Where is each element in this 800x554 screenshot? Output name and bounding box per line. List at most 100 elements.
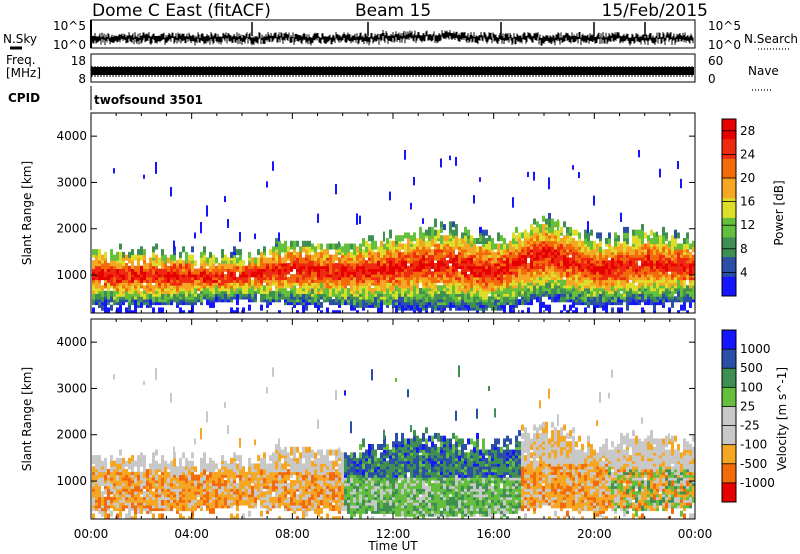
power-ytick-label: 2000 [56,222,87,236]
power-cell-sparse [173,240,175,251]
power-cell [662,235,665,242]
power-cell [542,229,545,236]
power-cell [215,296,218,303]
power-cell [305,240,308,247]
power-cell [170,265,173,272]
power-cell [209,301,212,308]
power-cell [605,238,608,244]
power-cell [473,243,476,250]
power-cell [551,296,554,303]
power-cell [440,221,443,228]
velocity-cell [101,491,104,498]
power-cell [173,254,176,261]
power-cell [584,263,587,269]
power-cell [479,235,482,242]
power-cell [119,304,122,311]
power-cell [476,238,479,244]
power-cell [683,304,686,311]
power-cell [251,257,254,264]
power-cell [431,226,434,233]
power-cell [515,235,518,242]
power-cell [182,260,185,267]
power-cell [584,229,587,236]
power-cell [359,274,362,281]
power-cell [548,304,551,311]
power-cell [404,243,407,250]
power-cell [350,243,353,250]
power-cell [308,240,311,247]
velocity-cell [110,471,113,478]
power-cell [635,240,638,247]
power-cell [392,257,395,264]
power-cell [614,232,617,239]
power-cell [107,293,110,300]
power-cell [515,288,518,294]
power-cell [161,271,164,278]
nsearch-label: N.Search [744,32,798,46]
power-cell [179,299,182,306]
power-cell [329,254,332,261]
power-cell [296,310,299,313]
power-cell [692,254,695,261]
power-cell [128,257,131,264]
power-cell [614,249,617,256]
power-cell-sparse [656,231,658,237]
power-cell [470,274,473,281]
power-cell [305,249,308,256]
power-cell [404,232,407,239]
power-cell [143,285,146,292]
power-cell [653,282,656,289]
velocity-cell [92,455,95,462]
power-cell [137,249,140,256]
power-cell [263,285,266,292]
power-cell [305,263,308,269]
power-cell [317,243,320,250]
power-cell [575,240,578,247]
power-cell [194,260,197,267]
power-axes: 1000 2000 3000 4000 [56,113,696,313]
power-cell [128,310,131,313]
power-heatmap [92,149,695,313]
power-cell [674,276,677,283]
power-cell [524,293,527,300]
power-cell [194,279,197,286]
power-cell [650,238,653,244]
velocity-cell [98,455,101,462]
power-cell [311,282,314,289]
power-cell [143,249,146,256]
power-cell [287,251,290,258]
power-cell [518,232,521,239]
power-cell [119,243,122,250]
chart-title: Dome C East (fitACF) [92,1,271,21]
power-cell [221,290,224,297]
power-cell [413,251,416,258]
power-cell [470,290,473,297]
power-cell [377,307,380,313]
power-cell [254,257,257,264]
power-cell [305,304,308,311]
power-cell [227,276,230,283]
power-cell [401,276,404,283]
power-cell [503,299,506,306]
power-cell [467,274,470,281]
power-cell [542,224,545,231]
power-cell [611,285,614,292]
power-cell [488,240,491,247]
power-cell [206,257,209,264]
power-cell [359,299,362,306]
power-cell-sparse [266,181,268,188]
power-cell [605,304,608,311]
power-cell [527,263,530,269]
power-cell [677,243,680,250]
power-cell [491,238,494,244]
power-cell [680,268,683,275]
power-cell [452,257,455,264]
power-cell [482,235,485,242]
power-cell [641,224,644,231]
power-cell [272,246,275,253]
power-cell [542,301,545,308]
power-cell [539,254,542,261]
power-cell [191,293,194,300]
power-cell [365,293,368,300]
power-cell [683,279,686,286]
